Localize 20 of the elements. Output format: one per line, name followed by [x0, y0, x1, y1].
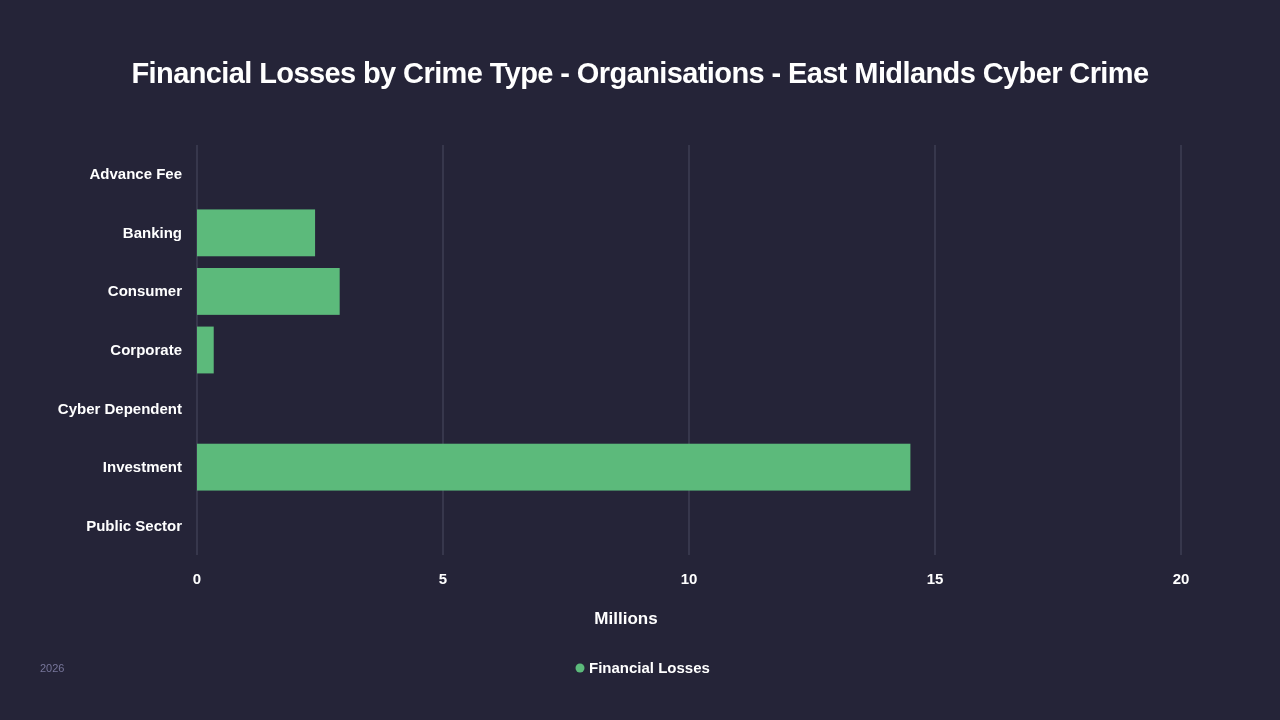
- x-tick-label: 20: [1172, 570, 1190, 587]
- x-tick-label: 5: [438, 570, 448, 587]
- text: 2026: [40, 662, 65, 674]
- bar: [197, 268, 340, 315]
- chart-title: Financial Losses by Crime Type - Organisations - East Midlands Cyber Crime: [131, 57, 1150, 89]
- legend-label: Financial Losses: [589, 659, 710, 676]
- x-tick-label: 15: [926, 570, 944, 587]
- x-axis-title: Millions: [594, 609, 658, 628]
- y-tick-label: Cyber Dependent: [57, 399, 182, 417]
- y-tick-label: Advance Fee: [89, 165, 182, 183]
- y-tick-label: Consumer: [107, 282, 183, 300]
- x-tick-label: 0: [192, 570, 202, 587]
- y-tick-label: Banking: [122, 223, 182, 241]
- bar: [197, 209, 316, 257]
- bar: [197, 326, 214, 374]
- x-tick-label: 10: [680, 570, 698, 587]
- y-tick-label: Public Sector: [86, 516, 183, 534]
- y-tick-label: Investment: [102, 458, 182, 476]
- bar: [197, 443, 911, 491]
- y-tick-label: Corporate: [110, 341, 182, 358]
